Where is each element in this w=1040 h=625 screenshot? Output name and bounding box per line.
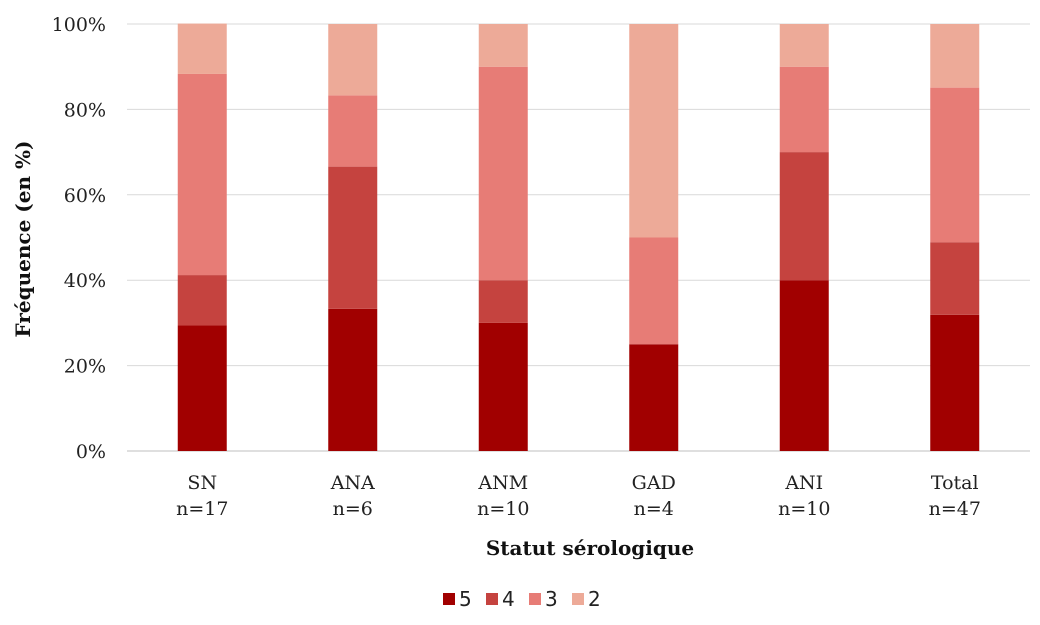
y-axis-ticks: 0% 20% 40% 60% 80% 100% — [52, 14, 106, 463]
legend: 5 4 3 2 — [443, 587, 601, 611]
bar-segment-3 — [930, 87, 980, 243]
legend-swatch-5 — [443, 593, 455, 605]
y-tick-label: 100% — [52, 14, 106, 36]
bar-segment-2 — [779, 24, 829, 67]
bar-segment-2 — [478, 24, 528, 67]
y-tick-label: 20% — [64, 356, 106, 378]
x-tick-count: n=6 — [333, 498, 373, 520]
bar-segment-2 — [177, 23, 227, 74]
x-tick-count: n=47 — [929, 498, 981, 520]
x-tick-count: n=17 — [176, 498, 228, 520]
x-tick-count: n=10 — [477, 498, 529, 520]
bar-segment-2 — [930, 24, 980, 88]
y-axis-title: Fréquence (en %) — [11, 141, 35, 338]
y-tick-label: 80% — [64, 99, 106, 121]
bar-segment-3 — [779, 66, 829, 153]
legend-label: 5 — [459, 587, 472, 611]
y-tick-label: 0% — [76, 441, 106, 463]
bar-segment-3 — [328, 95, 378, 167]
x-tick-count: n=10 — [778, 498, 830, 520]
bar-segment-3 — [478, 66, 528, 281]
y-tick-label: 40% — [64, 270, 106, 292]
bar-segment-3 — [177, 73, 227, 276]
x-tick-label: ANI — [784, 472, 823, 494]
bar-segment-4 — [930, 242, 980, 315]
x-tick-label: ANM — [477, 472, 528, 494]
bar-segment-4 — [779, 152, 829, 281]
x-tick-label: SN — [187, 472, 217, 494]
legend-swatch-4 — [486, 593, 498, 605]
legend-label: 4 — [502, 587, 515, 611]
x-tick-count: n=4 — [634, 498, 674, 520]
bar-segment-5 — [930, 314, 980, 451]
y-tick-label: 60% — [64, 185, 106, 207]
bar-segment-2 — [328, 24, 378, 96]
bar-segment-2 — [629, 24, 679, 238]
legend-swatch-2 — [572, 593, 584, 605]
bar-segment-4 — [478, 280, 528, 323]
x-tick-label: ANA — [330, 472, 375, 494]
legend-label: 2 — [588, 587, 601, 611]
bar-segment-3 — [629, 237, 679, 345]
x-tick-label: Total — [931, 472, 979, 494]
bar-segment-5 — [328, 308, 378, 451]
bar-segment-4 — [177, 275, 227, 326]
legend-label: 3 — [545, 587, 558, 611]
bar-segment-5 — [779, 280, 829, 451]
x-axis-ticks: SN n=17 ANA n=6 ANM n=10 GAD n=4 ANI n=10 Total n=4… — [176, 472, 981, 520]
gridlines — [127, 23, 1030, 452]
bar-segment-5 — [177, 325, 227, 451]
legend-swatch-3 — [529, 593, 541, 605]
bar-segment-5 — [478, 322, 528, 451]
x-tick-label: GAD — [632, 472, 676, 494]
bar-segment-5 — [629, 344, 679, 451]
bar-segment-4 — [328, 166, 378, 309]
bars — [177, 23, 980, 451]
x-axis-title: Statut sérologique — [486, 536, 694, 560]
